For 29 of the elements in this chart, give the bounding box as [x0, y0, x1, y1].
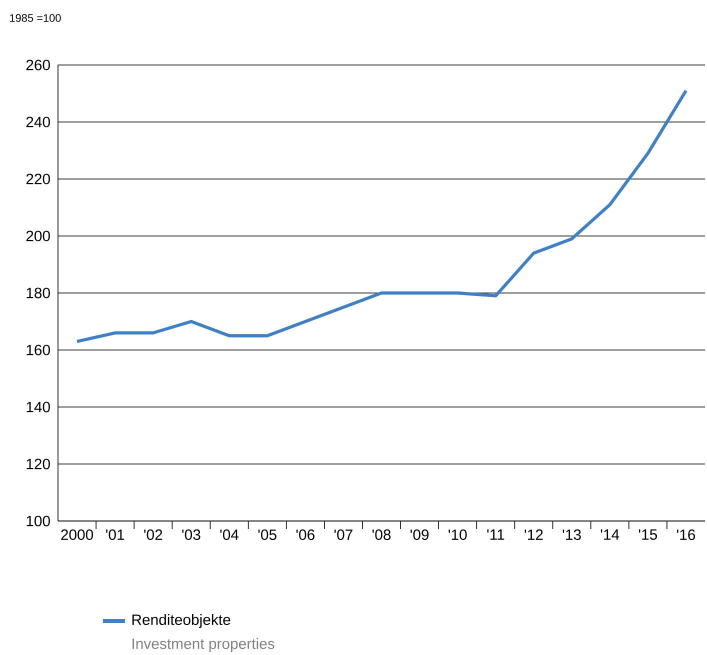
x-tick-label: '16: [677, 529, 696, 540]
y-tick-label: 260: [26, 60, 50, 70]
y-tick-label: 180: [26, 288, 50, 298]
x-tick-label: '11: [487, 529, 504, 540]
y-tick-label: 120: [26, 458, 50, 470]
legend-label: Renditeobjekte: [132, 614, 230, 628]
y-tick-label: 200: [26, 230, 50, 242]
x-tick-label: 2000: [61, 529, 94, 540]
x-tick-label: '04: [220, 529, 239, 540]
x-tick-label: '01: [106, 529, 124, 540]
x-tick-label: '08: [372, 529, 391, 540]
x-tick-label: '13: [562, 529, 581, 540]
x-tick-label: '05: [258, 529, 276, 540]
x-tick-label: '12: [524, 529, 543, 540]
x-tick-label: '15: [638, 529, 658, 540]
y-tick-label: 100: [26, 516, 50, 526]
y-tick-label: 240: [26, 116, 50, 128]
x-tick-label: '03: [182, 529, 200, 540]
y-tick-label: 220: [26, 174, 50, 184]
x-tick-label: '09: [410, 529, 429, 540]
y-tick-label: 160: [26, 344, 50, 356]
y-axis-title: 1985 =100: [10, 14, 61, 22]
x-tick-label: '07: [334, 529, 352, 540]
x-tick-label: '02: [144, 529, 162, 540]
y-tick-label: 140: [26, 402, 50, 412]
x-tick-label: '06: [296, 529, 314, 540]
x-tick-label: '10: [448, 529, 467, 540]
text: Investment properties: [132, 638, 274, 652]
x-tick-label: '14: [600, 529, 620, 540]
